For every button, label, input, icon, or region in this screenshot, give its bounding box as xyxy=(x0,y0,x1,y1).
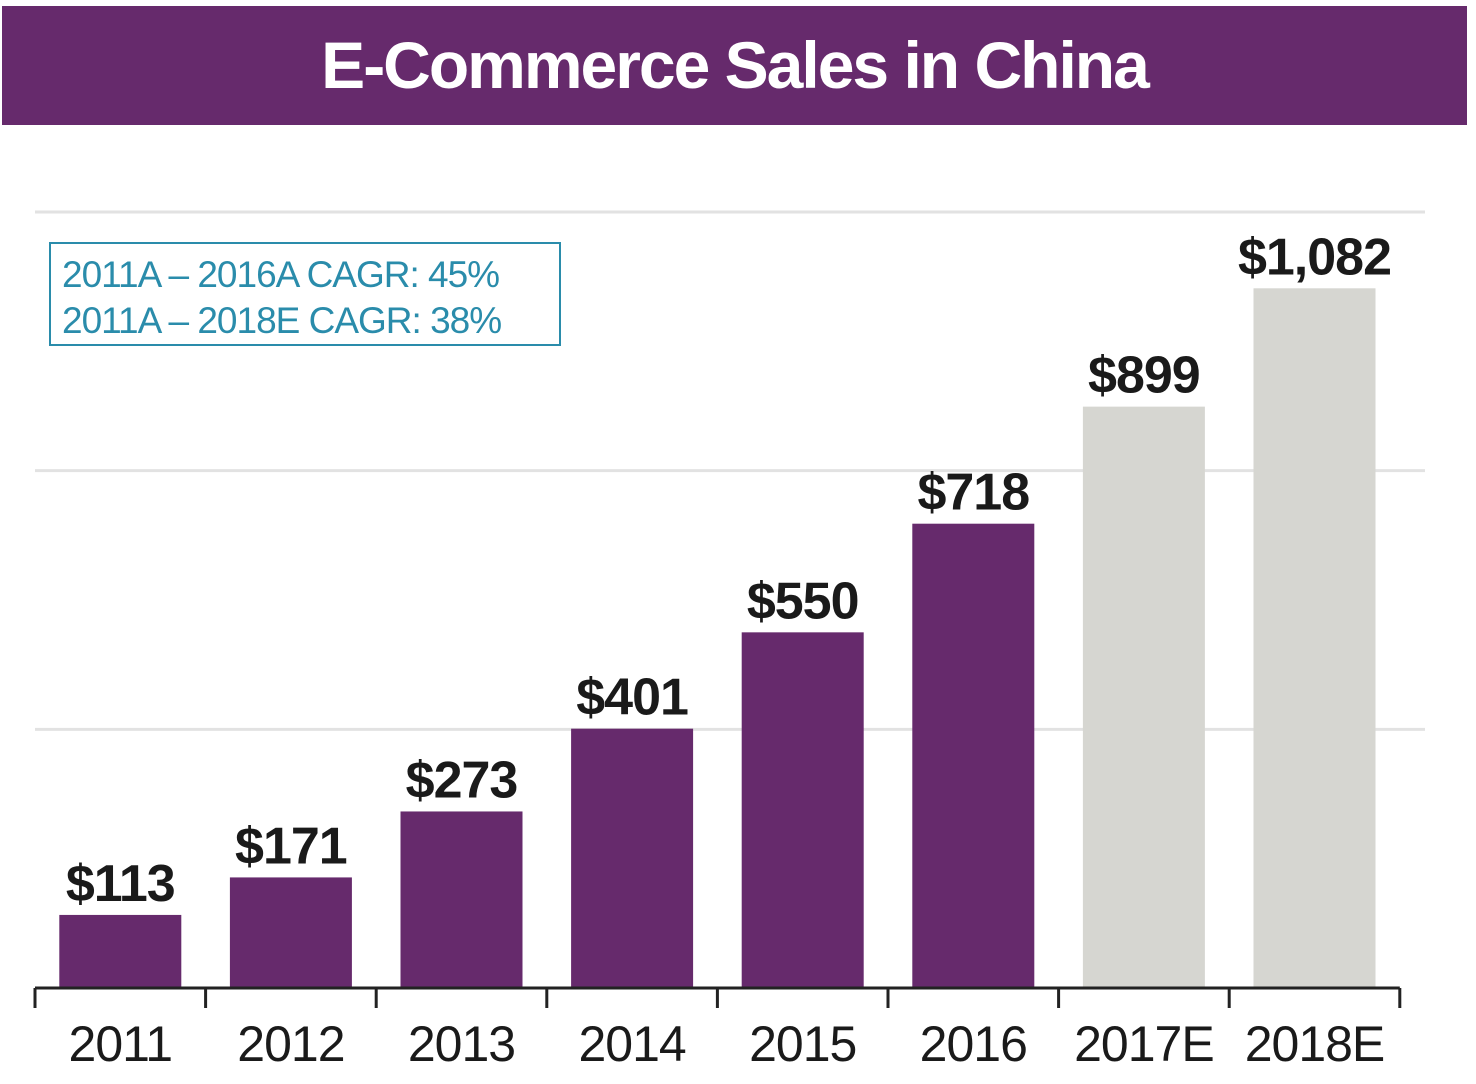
x-tick-label-2012: 2012 xyxy=(237,1016,344,1072)
cagr-note-2018: 2011A – 2018E CAGR: 38% xyxy=(62,300,502,341)
bars xyxy=(59,288,1376,989)
bar-2015 xyxy=(741,632,864,988)
value-label-2016: $718 xyxy=(917,464,1029,522)
value-label-2018E: $1,082 xyxy=(1238,228,1391,286)
bar-2012 xyxy=(229,877,352,988)
value-labels: $113 $171 $273 $401 $550 $718 $899 $1,082 xyxy=(66,228,1392,913)
x-tick-label-2015: 2015 xyxy=(749,1016,856,1072)
value-label-2012: $171 xyxy=(235,817,347,875)
value-label-2017E: $899 xyxy=(1088,347,1200,405)
bar-2013 xyxy=(400,811,523,988)
chart-title: E-Commerce Sales in China xyxy=(2,6,1467,125)
x-tick-label-2016: 2016 xyxy=(920,1016,1027,1072)
x-tick-label-2011: 2011 xyxy=(69,1016,173,1072)
bar-2011 xyxy=(59,914,182,988)
bar-2018E xyxy=(1253,288,1376,989)
x-tick-label-2018E: 2018E xyxy=(1245,1016,1385,1072)
x-tick-label-2013: 2013 xyxy=(408,1016,515,1072)
value-label-2014: $401 xyxy=(576,669,688,727)
cagr-note-2016: 2011A – 2016A CAGR: 45% xyxy=(62,254,500,295)
x-tick-label-2017E: 2017E xyxy=(1074,1016,1214,1072)
bar-2014 xyxy=(571,728,694,988)
x-axis: 2011 2012 2013 2014 2015 2016 2017E 2018E xyxy=(33,986,1402,1072)
bar-2017E xyxy=(1082,406,1205,988)
value-label-2013: $273 xyxy=(406,751,518,809)
bar-2016 xyxy=(912,523,1035,988)
value-label-2011: $113 xyxy=(66,855,175,913)
value-label-2015: $550 xyxy=(747,572,859,630)
cagr-callout: 2011A – 2016A CAGR: 45% 2011A – 2018E CA… xyxy=(49,242,561,346)
x-tick-label-2014: 2014 xyxy=(578,1016,685,1072)
